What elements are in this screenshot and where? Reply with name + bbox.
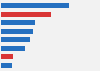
Bar <box>1 63 12 68</box>
Bar <box>1 20 35 25</box>
Bar <box>1 46 25 51</box>
Bar <box>1 3 69 8</box>
Bar <box>1 54 13 59</box>
Bar <box>1 29 33 34</box>
Bar <box>1 12 51 17</box>
Bar <box>1 37 30 42</box>
